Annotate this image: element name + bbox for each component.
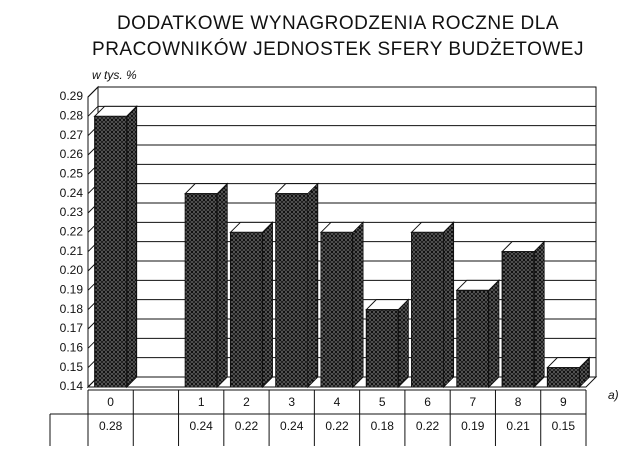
data-label: 0.22 <box>325 419 349 433</box>
y-tick-label: 0.21 <box>60 244 84 258</box>
x-tick-label: 2 <box>243 395 250 409</box>
y-tick-label: 0.29 <box>60 89 84 103</box>
y-tick-label: 0.24 <box>60 186 84 200</box>
x-tick-label: 7 <box>469 395 476 409</box>
bar <box>94 115 128 388</box>
x-tick-label: 1 <box>198 395 205 409</box>
y-tick-label: 0.19 <box>60 283 84 297</box>
x-tick-label: 6 <box>424 395 431 409</box>
x-tick-label: 3 <box>288 395 295 409</box>
x-tick-label: 8 <box>515 395 522 409</box>
chart-title: DODATKOWE WYNAGRODZENIA ROCZNE DLA <box>117 13 559 34</box>
y-tick-label: 0.20 <box>60 263 84 277</box>
data-label: 0.21 <box>506 419 530 433</box>
x-tick-label: 5 <box>379 395 386 409</box>
bar-side <box>216 182 228 389</box>
bar <box>275 193 309 388</box>
data-label: 0.22 <box>416 419 440 433</box>
x-tick-label: 4 <box>334 395 341 409</box>
annotation: a) <box>608 388 619 402</box>
bar-side <box>307 182 319 389</box>
grid-line <box>87 105 596 117</box>
y-tick-label: 0.23 <box>60 205 84 219</box>
y-tick-label: 0.18 <box>60 302 84 316</box>
x-tick-label: 0 <box>107 395 114 409</box>
y-tick-label: 0.22 <box>60 225 84 239</box>
data-label: 0.22 <box>235 419 259 433</box>
data-label: 0.18 <box>371 419 395 433</box>
bar <box>501 251 535 388</box>
bar-side <box>352 221 364 389</box>
data-label: 0.24 <box>190 419 214 433</box>
bar <box>184 193 218 388</box>
data-label: 0.15 <box>552 419 576 433</box>
bar-side <box>397 298 409 389</box>
y-tick-label: 0.15 <box>60 360 84 374</box>
bar-side <box>443 221 455 389</box>
y-tick-label: 0.17 <box>60 321 84 335</box>
bar-side <box>488 279 500 389</box>
bar-side <box>533 240 545 389</box>
y-tick-label: 0.16 <box>60 341 84 355</box>
data-label: 0.24 <box>280 419 304 433</box>
bar-side <box>126 105 138 389</box>
bar <box>456 289 490 388</box>
bar <box>411 231 445 388</box>
y-axis-label: w tys. % <box>92 68 137 82</box>
y-tick-label: 0.26 <box>60 147 84 161</box>
bar <box>546 367 580 388</box>
y-tick-label: 0.14 <box>60 379 84 393</box>
y-tick-label: 0.27 <box>60 128 84 142</box>
x-tick-label: 9 <box>560 395 567 409</box>
bar <box>320 231 354 388</box>
y-tick-label: 0.28 <box>60 109 84 123</box>
grid-line <box>87 86 596 98</box>
y-tick-label: 0.25 <box>60 167 84 181</box>
bar <box>229 231 263 388</box>
bar <box>365 309 399 388</box>
data-label: 0.28 <box>99 419 123 433</box>
data-label: 0.19 <box>461 419 485 433</box>
bar-side <box>261 221 273 389</box>
chart-title: PRACOWNIKÓW JEDNOSTEK SFERY BUDŻETOWEJ <box>92 38 584 60</box>
